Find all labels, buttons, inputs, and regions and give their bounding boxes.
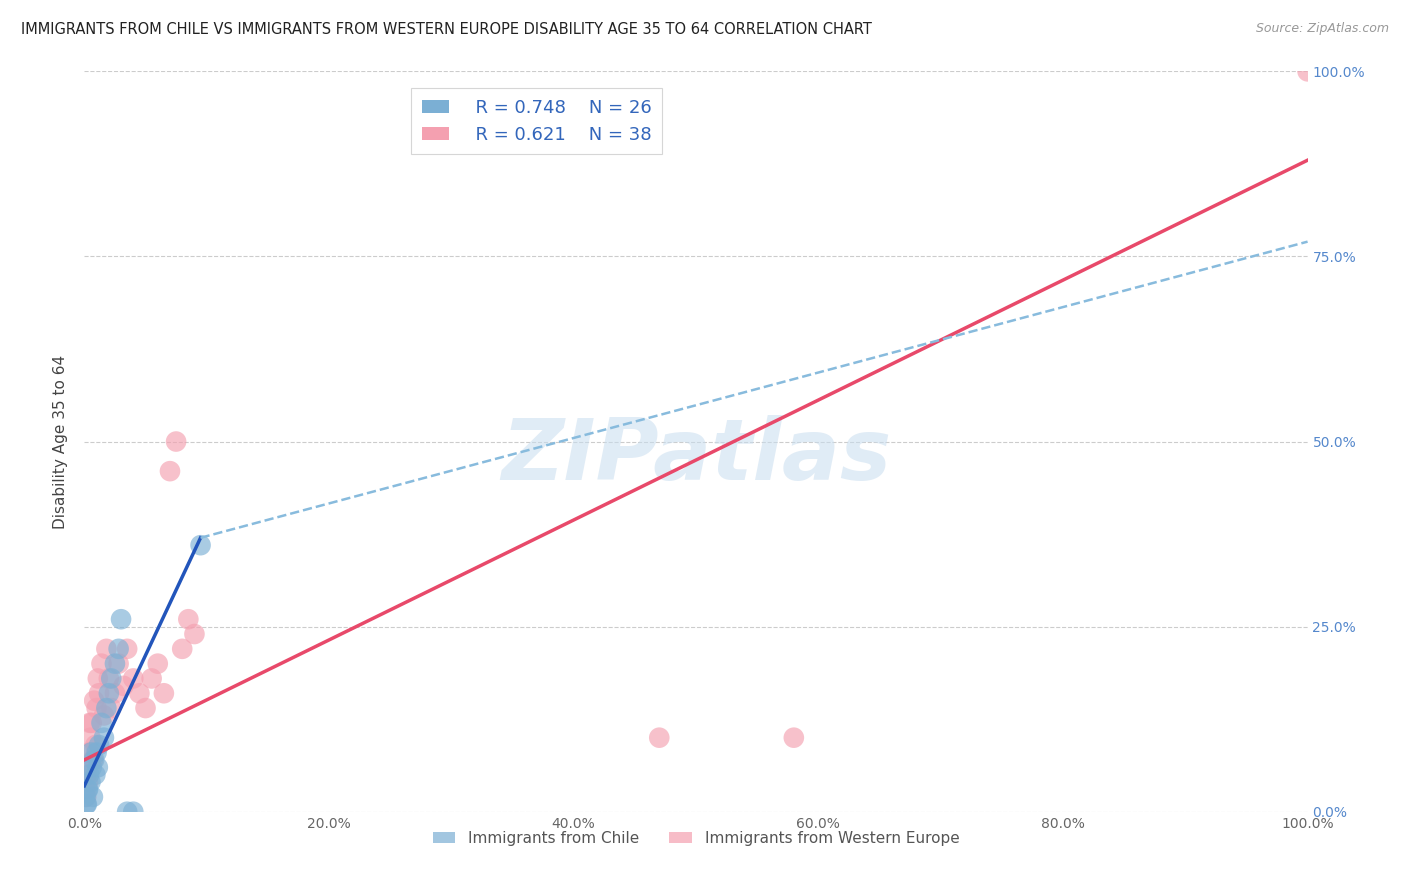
Point [177,612,200,626]
Point [107,657,129,671]
Point [83,753,105,767]
Point [135,701,157,715]
Point [79,731,101,745]
Point [75,797,97,812]
Point [80,746,103,760]
Point [104,657,127,671]
Point [79,775,101,789]
Point [107,641,129,656]
Point [82,789,104,804]
Point [100,672,122,686]
Point [84,738,107,752]
Point [87,672,110,686]
Point [90,657,112,671]
Y-axis label: Disability Age 35 to 64: Disability Age 35 to 64 [53,354,69,529]
Point [104,686,127,700]
Point [79,715,101,730]
Point [77,782,100,797]
Point [153,686,176,700]
Point [93,731,115,745]
Point [97,672,120,686]
Point [190,538,212,552]
Point [87,686,110,700]
Point [165,434,187,449]
Point [90,715,112,730]
Point [115,805,138,819]
Point [159,464,181,478]
Text: Source: ZipAtlas.com: Source: ZipAtlas.com [1256,22,1389,36]
Point [122,805,145,819]
Point [80,715,103,730]
Point [141,672,163,686]
Point [172,641,194,656]
Point [87,738,110,752]
Point [86,701,108,715]
Point [83,694,105,708]
Point [82,753,104,767]
Point [100,701,122,715]
Point [75,782,97,797]
Point [128,686,150,700]
Point [146,657,169,671]
Point [77,746,100,760]
Point [86,746,108,760]
Point [1296,64,1319,78]
Text: IMMIGRANTS FROM CHILE VS IMMIGRANTS FROM WESTERN EUROPE DISABILITY AGE 35 TO 64 : IMMIGRANTS FROM CHILE VS IMMIGRANTS FROM… [21,22,872,37]
Point [87,760,110,774]
Point [648,731,671,745]
Point [76,782,98,797]
Point [77,775,100,789]
Point [76,760,98,774]
Point [96,641,118,656]
Point [77,767,100,781]
Point [76,767,98,781]
Point [96,701,118,715]
Point [75,789,97,804]
Point [97,686,120,700]
Point [76,797,98,812]
Point [75,789,97,804]
Text: ZIPatlas: ZIPatlas [501,415,891,498]
Point [93,708,115,723]
Point [112,679,135,693]
Point [183,627,205,641]
Point [84,767,107,781]
Point [115,641,138,656]
Legend: Immigrants from Chile, Immigrants from Western Europe: Immigrants from Chile, Immigrants from W… [426,825,966,852]
Point [110,612,132,626]
Point [80,760,103,774]
Point [122,672,145,686]
Point [783,731,806,745]
